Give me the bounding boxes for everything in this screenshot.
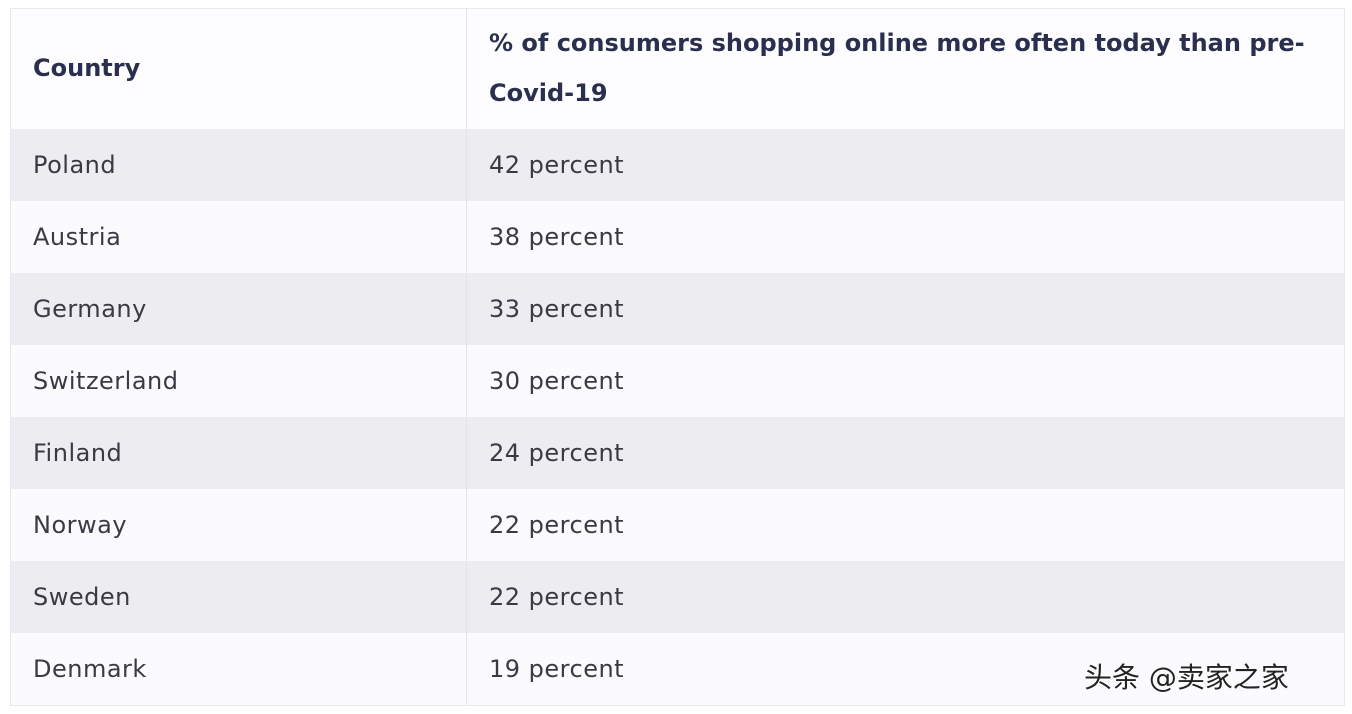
percent-cell: 22 percent bbox=[466, 561, 1345, 633]
table-row: Germany 33 percent bbox=[10, 273, 1345, 345]
table-header: Country % of consumers shopping online m… bbox=[10, 8, 1345, 129]
table-row: Denmark 19 percent bbox=[10, 633, 1345, 705]
header-row: Country % of consumers shopping online m… bbox=[10, 8, 1345, 129]
table-row: Switzerland 30 percent bbox=[10, 345, 1345, 417]
table-body: Poland 42 percent Austria 38 percent Germany… bbox=[10, 129, 1345, 705]
country-cell: Finland bbox=[10, 417, 467, 489]
percent-cell: 22 percent bbox=[466, 489, 1345, 561]
country-cell: Germany bbox=[10, 273, 467, 345]
table-row: Norway 22 percent bbox=[10, 489, 1345, 561]
percent-cell: 42 percent bbox=[466, 129, 1345, 201]
country-cell: Switzerland bbox=[10, 345, 467, 417]
percent-cell: 30 percent bbox=[466, 345, 1345, 417]
header-cell: % of consumers shopping online more ofte… bbox=[466, 8, 1345, 129]
table-row: Sweden 22 percent bbox=[10, 561, 1345, 633]
percent-cell: 19 percent bbox=[466, 633, 1345, 705]
header-cell: Country bbox=[10, 8, 467, 129]
percent-cell: 38 percent bbox=[466, 201, 1345, 273]
data-table: Country % of consumers shopping online m… bbox=[10, 8, 1345, 706]
country-cell: Austria bbox=[10, 201, 467, 273]
table-row: Austria 38 percent bbox=[10, 201, 1345, 273]
table-row: Finland 24 percent bbox=[10, 417, 1345, 489]
country-cell: Poland bbox=[10, 129, 467, 201]
percent-cell: 33 percent bbox=[466, 273, 1345, 345]
country-cell: Sweden bbox=[10, 561, 467, 633]
country-cell: Denmark bbox=[10, 633, 467, 705]
watermark: 头条 @卖家之家 bbox=[1084, 661, 1289, 694]
table-container: Country % of consumers shopping online m… bbox=[10, 8, 1345, 706]
country-cell: Norway bbox=[10, 489, 467, 561]
table-row: Poland 42 percent bbox=[10, 129, 1345, 201]
percent-cell: 24 percent bbox=[466, 417, 1345, 489]
